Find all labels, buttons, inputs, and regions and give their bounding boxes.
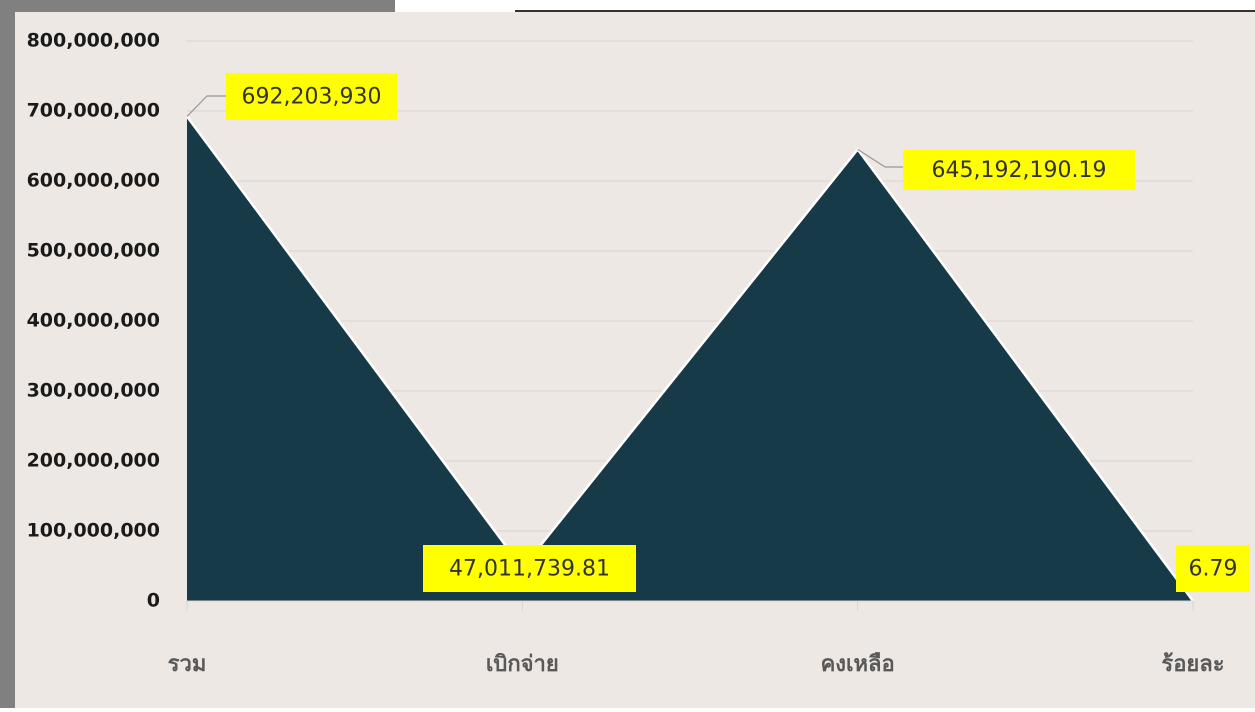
- y-tick-label: 200,000,000: [27, 450, 160, 472]
- data-label: 47,011,739.81: [449, 557, 610, 582]
- y-tick-label: 600,000,000: [27, 170, 160, 192]
- data-label-box: [1176, 545, 1250, 592]
- y-tick-label: 300,000,000: [27, 380, 160, 402]
- y-tick-label: 500,000,000: [27, 240, 160, 262]
- x-tick-label: ร้อยละ: [1161, 652, 1224, 677]
- y-tick-label: 700,000,000: [27, 100, 160, 122]
- x-tick-label: รวม: [168, 652, 207, 677]
- top-panel: [515, 0, 1255, 12]
- y-tick-label: 0: [147, 590, 160, 612]
- leader-line: [857, 148, 903, 168]
- data-label: 692,203,930: [242, 85, 382, 110]
- area-outline: [185, 115, 1195, 602]
- data-label: 645,192,190.19: [932, 158, 1107, 183]
- x-tick-label: เบิกจ่าย: [486, 652, 559, 677]
- data-label-box: [226, 73, 397, 120]
- data-label-box: [903, 150, 1135, 190]
- top-strip: [0, 0, 395, 12]
- top-gap: [395, 0, 515, 12]
- y-tick-label: 400,000,000: [27, 310, 160, 332]
- y-tick-label: 100,000,000: [27, 520, 160, 542]
- left-strip: [0, 0, 15, 708]
- data-label: 6.79: [1189, 557, 1238, 582]
- data-label-box: [423, 545, 636, 592]
- x-tick-label: คงเหลือ: [821, 652, 895, 677]
- y-tick-label: 800,000,000: [27, 30, 160, 52]
- leader-line: [186, 95, 226, 117]
